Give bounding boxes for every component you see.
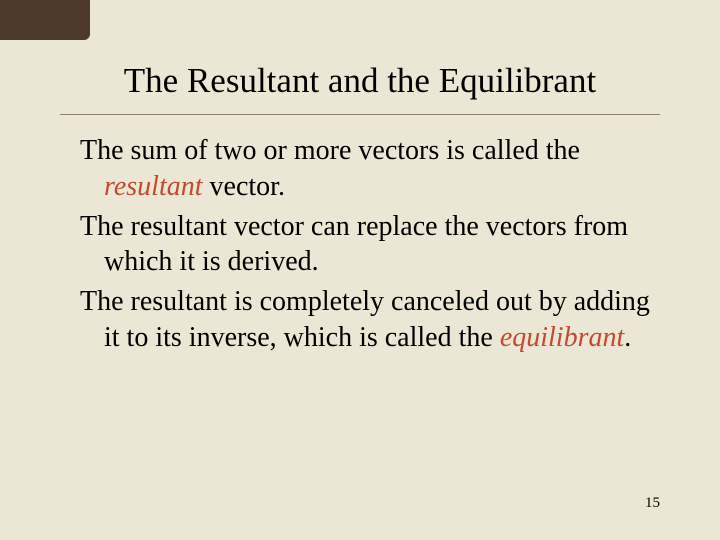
- title-underline: [60, 114, 660, 115]
- p1-pre: The sum of two or more vectors is called…: [80, 135, 580, 166]
- page-number: 15: [645, 495, 660, 512]
- p2-text: The resultant vector can replace the vec…: [80, 211, 628, 278]
- paragraph-1: The sum of two or more vectors is called…: [60, 133, 660, 205]
- p3-post: .: [624, 322, 631, 353]
- slide-title: The Resultant and the Equilibrant: [124, 61, 596, 100]
- keyword-resultant: resultant: [104, 171, 203, 202]
- p1-post: vector.: [203, 171, 285, 202]
- slide-content: The Resultant and the Equilibrant The su…: [0, 0, 720, 540]
- body-text: The sum of two or more vectors is called…: [60, 133, 660, 356]
- paragraph-2: The resultant vector can replace the vec…: [60, 209, 660, 281]
- keyword-equilibrant: equilibrant: [500, 322, 624, 353]
- title-wrap: The Resultant and the Equilibrant: [60, 60, 660, 102]
- paragraph-3: The resultant is completely canceled out…: [60, 284, 660, 356]
